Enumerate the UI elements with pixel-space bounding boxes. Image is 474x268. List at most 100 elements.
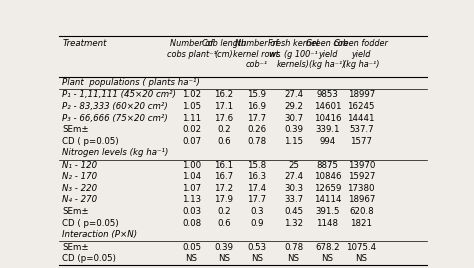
Text: 16.1: 16.1 bbox=[214, 161, 233, 170]
Text: NS: NS bbox=[321, 254, 333, 263]
Text: CD (p=0.05): CD (p=0.05) bbox=[62, 254, 116, 263]
Text: 0.39: 0.39 bbox=[214, 243, 233, 251]
Text: 1.00: 1.00 bbox=[182, 161, 201, 170]
Text: 15927: 15927 bbox=[347, 172, 375, 181]
Text: Plant  populations ( plants ha⁻¹): Plant populations ( plants ha⁻¹) bbox=[62, 78, 200, 87]
Text: 15.8: 15.8 bbox=[247, 161, 266, 170]
Text: 15.9: 15.9 bbox=[247, 90, 266, 99]
Text: N₄ - 270: N₄ - 270 bbox=[62, 195, 97, 204]
Text: 30.3: 30.3 bbox=[284, 184, 303, 193]
Text: 1821: 1821 bbox=[350, 219, 372, 228]
Text: 17.9: 17.9 bbox=[214, 195, 233, 204]
Text: NS: NS bbox=[288, 254, 300, 263]
Text: N₃ - 220: N₃ - 220 bbox=[62, 184, 97, 193]
Text: 17.7: 17.7 bbox=[247, 195, 266, 204]
Text: 1.11: 1.11 bbox=[182, 114, 201, 122]
Text: 0.2: 0.2 bbox=[217, 125, 231, 134]
Text: 13970: 13970 bbox=[347, 161, 375, 170]
Text: 1075.4: 1075.4 bbox=[346, 243, 376, 251]
Text: 10416: 10416 bbox=[314, 114, 341, 122]
Text: 1.32: 1.32 bbox=[284, 219, 303, 228]
Text: NS: NS bbox=[251, 254, 263, 263]
Text: 1.02: 1.02 bbox=[182, 90, 201, 99]
Text: 27.4: 27.4 bbox=[284, 90, 303, 99]
Text: 17.4: 17.4 bbox=[247, 184, 266, 193]
Text: N₂ - 170: N₂ - 170 bbox=[62, 172, 97, 181]
Text: 16245: 16245 bbox=[347, 102, 375, 111]
Text: 391.5: 391.5 bbox=[315, 207, 340, 216]
Text: 17.1: 17.1 bbox=[214, 102, 233, 111]
Text: 0.9: 0.9 bbox=[250, 219, 264, 228]
Text: Cob length
(cm): Cob length (cm) bbox=[202, 39, 246, 59]
Text: 1.05: 1.05 bbox=[182, 102, 201, 111]
Text: 620.8: 620.8 bbox=[349, 207, 374, 216]
Text: 14441: 14441 bbox=[347, 114, 375, 122]
Text: P₂ - 83,333 (60×20 cm²): P₂ - 83,333 (60×20 cm²) bbox=[62, 102, 168, 111]
Text: 0.78: 0.78 bbox=[284, 243, 303, 251]
Text: 678.2: 678.2 bbox=[315, 243, 340, 251]
Text: N₁ - 120: N₁ - 120 bbox=[62, 161, 97, 170]
Text: SEm±: SEm± bbox=[62, 243, 89, 251]
Text: 16.2: 16.2 bbox=[214, 90, 233, 99]
Text: 0.05: 0.05 bbox=[182, 243, 201, 251]
Text: NS: NS bbox=[218, 254, 230, 263]
Text: 0.39: 0.39 bbox=[284, 125, 303, 134]
Text: 14601: 14601 bbox=[314, 102, 341, 111]
Text: 0.78: 0.78 bbox=[247, 137, 266, 146]
Text: 0.6: 0.6 bbox=[217, 219, 231, 228]
Text: 0.03: 0.03 bbox=[182, 207, 201, 216]
Text: 0.26: 0.26 bbox=[247, 125, 266, 134]
Text: 0.3: 0.3 bbox=[250, 207, 264, 216]
Text: 0.2: 0.2 bbox=[217, 207, 231, 216]
Text: 18967: 18967 bbox=[347, 195, 375, 204]
Text: CD ( p=0.05): CD ( p=0.05) bbox=[62, 219, 119, 228]
Text: Green fodder
yield
(kg ha⁻¹): Green fodder yield (kg ha⁻¹) bbox=[334, 39, 388, 69]
Text: NS: NS bbox=[185, 254, 198, 263]
Text: 16.9: 16.9 bbox=[247, 102, 266, 111]
Text: 30.7: 30.7 bbox=[284, 114, 303, 122]
Text: 0.45: 0.45 bbox=[284, 207, 303, 216]
Text: 339.1: 339.1 bbox=[315, 125, 340, 134]
Text: Nitrogen levels (kg ha⁻¹): Nitrogen levels (kg ha⁻¹) bbox=[62, 148, 169, 157]
Text: 17.6: 17.6 bbox=[214, 114, 233, 122]
Text: 17.7: 17.7 bbox=[247, 114, 266, 122]
Text: 1.04: 1.04 bbox=[182, 172, 201, 181]
Text: 29.2: 29.2 bbox=[284, 102, 303, 111]
Text: 18997: 18997 bbox=[347, 90, 375, 99]
Text: 1.15: 1.15 bbox=[284, 137, 303, 146]
Text: 27.4: 27.4 bbox=[284, 172, 303, 181]
Text: 12659: 12659 bbox=[314, 184, 341, 193]
Text: 8875: 8875 bbox=[317, 161, 338, 170]
Text: Number of
cobs plant⁻¹: Number of cobs plant⁻¹ bbox=[167, 39, 216, 59]
Text: 0.07: 0.07 bbox=[182, 137, 201, 146]
Text: 10846: 10846 bbox=[314, 172, 341, 181]
Text: SEm±: SEm± bbox=[62, 207, 89, 216]
Text: 1577: 1577 bbox=[350, 137, 372, 146]
Text: CD ( p=0.05): CD ( p=0.05) bbox=[62, 137, 119, 146]
Text: 537.7: 537.7 bbox=[349, 125, 374, 134]
Text: 1.13: 1.13 bbox=[182, 195, 201, 204]
Text: 0.02: 0.02 bbox=[182, 125, 201, 134]
Text: 17380: 17380 bbox=[347, 184, 375, 193]
Text: 16.7: 16.7 bbox=[214, 172, 233, 181]
Text: 994: 994 bbox=[319, 137, 336, 146]
Text: 17.2: 17.2 bbox=[214, 184, 233, 193]
Text: Fresh kernel
wt. (g 100⁻¹
kernels): Fresh kernel wt. (g 100⁻¹ kernels) bbox=[268, 39, 319, 69]
Text: NS: NS bbox=[355, 254, 367, 263]
Text: P₁ - 1,11,111 (45×20 cm²): P₁ - 1,11,111 (45×20 cm²) bbox=[62, 90, 176, 99]
Text: 1.07: 1.07 bbox=[182, 184, 201, 193]
Text: 0.53: 0.53 bbox=[247, 243, 266, 251]
Text: 0.08: 0.08 bbox=[182, 219, 201, 228]
Text: 14114: 14114 bbox=[314, 195, 341, 204]
Text: 33.7: 33.7 bbox=[284, 195, 303, 204]
Text: Number of
kernel rows
cob⁻¹: Number of kernel rows cob⁻¹ bbox=[233, 39, 281, 69]
Text: 16.3: 16.3 bbox=[247, 172, 266, 181]
Text: 0.6: 0.6 bbox=[217, 137, 231, 146]
Text: 25: 25 bbox=[288, 161, 299, 170]
Text: Treatment: Treatment bbox=[62, 39, 107, 49]
Text: 1148: 1148 bbox=[317, 219, 338, 228]
Text: 9853: 9853 bbox=[317, 90, 338, 99]
Text: SEm±: SEm± bbox=[62, 125, 89, 134]
Text: P₃ - 66,666 (75×20 cm²): P₃ - 66,666 (75×20 cm²) bbox=[62, 114, 168, 122]
Text: Green cob
yield
(kg ha⁻¹): Green cob yield (kg ha⁻¹) bbox=[306, 39, 348, 69]
